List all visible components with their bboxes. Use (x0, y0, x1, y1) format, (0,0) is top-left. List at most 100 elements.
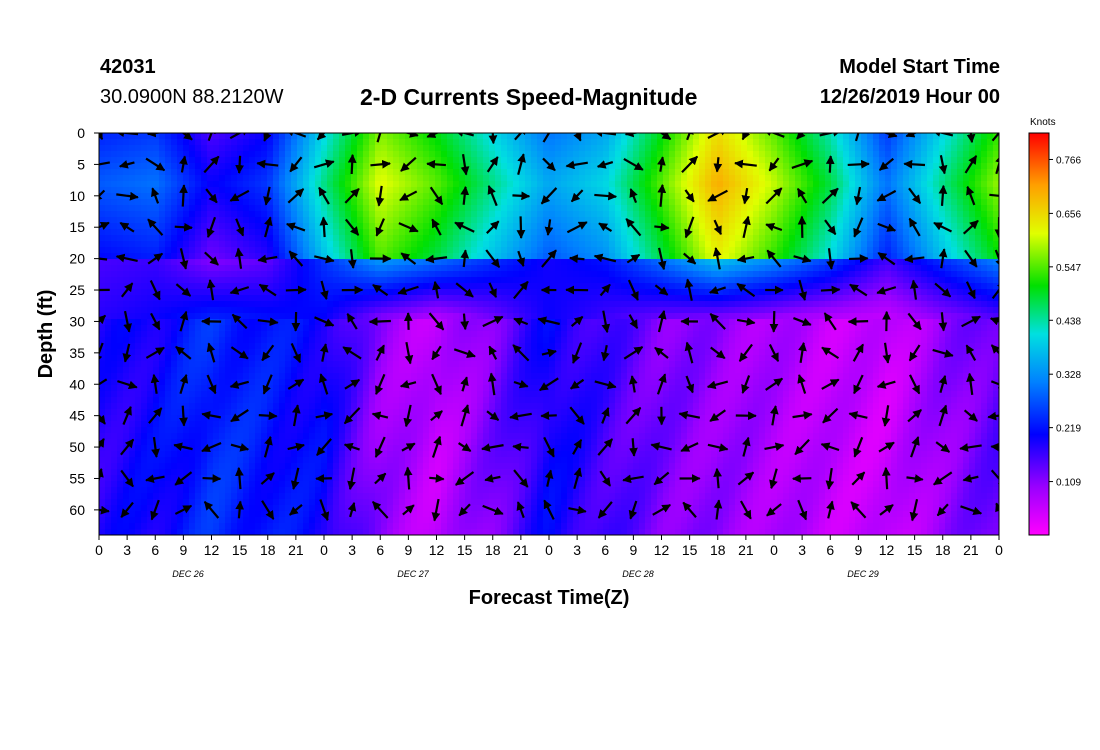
heat-cell (273, 367, 280, 374)
heat-cell (531, 517, 538, 524)
heat-cell (519, 391, 526, 398)
heat-cell (147, 181, 154, 188)
heat-cell (255, 517, 262, 524)
heat-cell (513, 397, 520, 404)
heat-cell (177, 271, 184, 278)
heat-cell (411, 475, 418, 482)
heat-cell (471, 457, 478, 464)
heat-cell (219, 175, 226, 182)
heat-cell (183, 475, 190, 482)
heat-cell (345, 343, 352, 350)
heat-cell (441, 421, 448, 428)
heat-cell (165, 463, 172, 470)
heat-cell (459, 469, 466, 476)
heat-cell (267, 403, 274, 410)
heat-cell (279, 529, 286, 535)
heat-cell (291, 361, 298, 368)
heat-cell (447, 427, 454, 434)
heat-cell (357, 211, 364, 218)
heat-cell (381, 247, 388, 254)
heat-cell (135, 409, 142, 416)
heat-cell (519, 409, 526, 416)
heat-cell (477, 379, 484, 386)
heat-cell (525, 355, 532, 362)
heat-cell (447, 355, 454, 362)
heat-cell (165, 163, 172, 170)
heat-cell (279, 493, 286, 500)
heat-cell (273, 463, 280, 470)
heat-cell (117, 229, 124, 236)
heat-cell (543, 187, 550, 194)
heat-cell (417, 331, 424, 338)
heat-cell (135, 247, 142, 254)
heat-cell (453, 445, 460, 452)
heat-cell (273, 295, 280, 302)
heat-cell (381, 331, 388, 338)
heat-cell (291, 529, 298, 535)
heat-cell (465, 385, 472, 392)
heat-cell (525, 391, 532, 398)
heat-cell (417, 397, 424, 404)
heat-cell (231, 337, 238, 344)
heat-cell (219, 325, 226, 332)
heat-cell (159, 361, 166, 368)
heat-cell (495, 265, 502, 272)
heat-cell (417, 253, 424, 260)
heat-cell (117, 355, 124, 362)
heat-cell (225, 391, 232, 398)
heat-cell (105, 487, 112, 494)
heat-cell (537, 463, 544, 470)
heat-cell (363, 493, 370, 500)
heat-cell (489, 403, 496, 410)
heat-cell (393, 373, 400, 380)
heat-cell (297, 277, 304, 284)
heat-cell (507, 307, 514, 314)
heat-cell (375, 241, 382, 248)
heat-cell (213, 331, 220, 338)
heat-cell (201, 241, 208, 248)
heat-cell (291, 379, 298, 386)
heat-cell (459, 139, 466, 146)
heat-cell (273, 409, 280, 416)
heat-cell (357, 163, 364, 170)
heat-cell (213, 463, 220, 470)
heat-cell (177, 505, 184, 512)
heat-cell (363, 397, 370, 404)
heat-cell (189, 331, 196, 338)
heat-cell (465, 313, 472, 320)
heat-cell (165, 475, 172, 482)
heat-cell (195, 475, 202, 482)
heat-cell (183, 523, 190, 530)
heat-cell (519, 421, 526, 428)
heat-cell (195, 247, 202, 254)
heat-cell (147, 403, 154, 410)
heat-cell (501, 193, 508, 200)
heat-cell (105, 331, 112, 338)
heat-cell (219, 469, 226, 476)
heat-cell (507, 325, 514, 332)
heat-cell (213, 187, 220, 194)
heat-cell (171, 199, 178, 206)
heat-cell (369, 445, 376, 452)
heat-cell (465, 343, 472, 350)
heat-cell (135, 505, 142, 512)
heat-cell (363, 343, 370, 350)
heat-cell (189, 253, 196, 260)
heat-cell (201, 379, 208, 386)
heat-cell (129, 223, 136, 230)
heat-cell (267, 505, 274, 512)
heat-cell (195, 367, 202, 374)
heat-cell (255, 367, 262, 374)
heat-cell (267, 205, 274, 212)
heat-cell (237, 325, 244, 332)
heat-cell (165, 493, 172, 500)
heat-cell (135, 415, 142, 422)
heat-cell (231, 295, 238, 302)
heat-cell (489, 277, 496, 284)
heat-cell (249, 385, 256, 392)
heat-cell (519, 199, 526, 206)
heat-cell (309, 259, 316, 266)
heat-cell (447, 193, 454, 200)
heat-cell (195, 283, 202, 290)
heat-cell (399, 523, 406, 530)
